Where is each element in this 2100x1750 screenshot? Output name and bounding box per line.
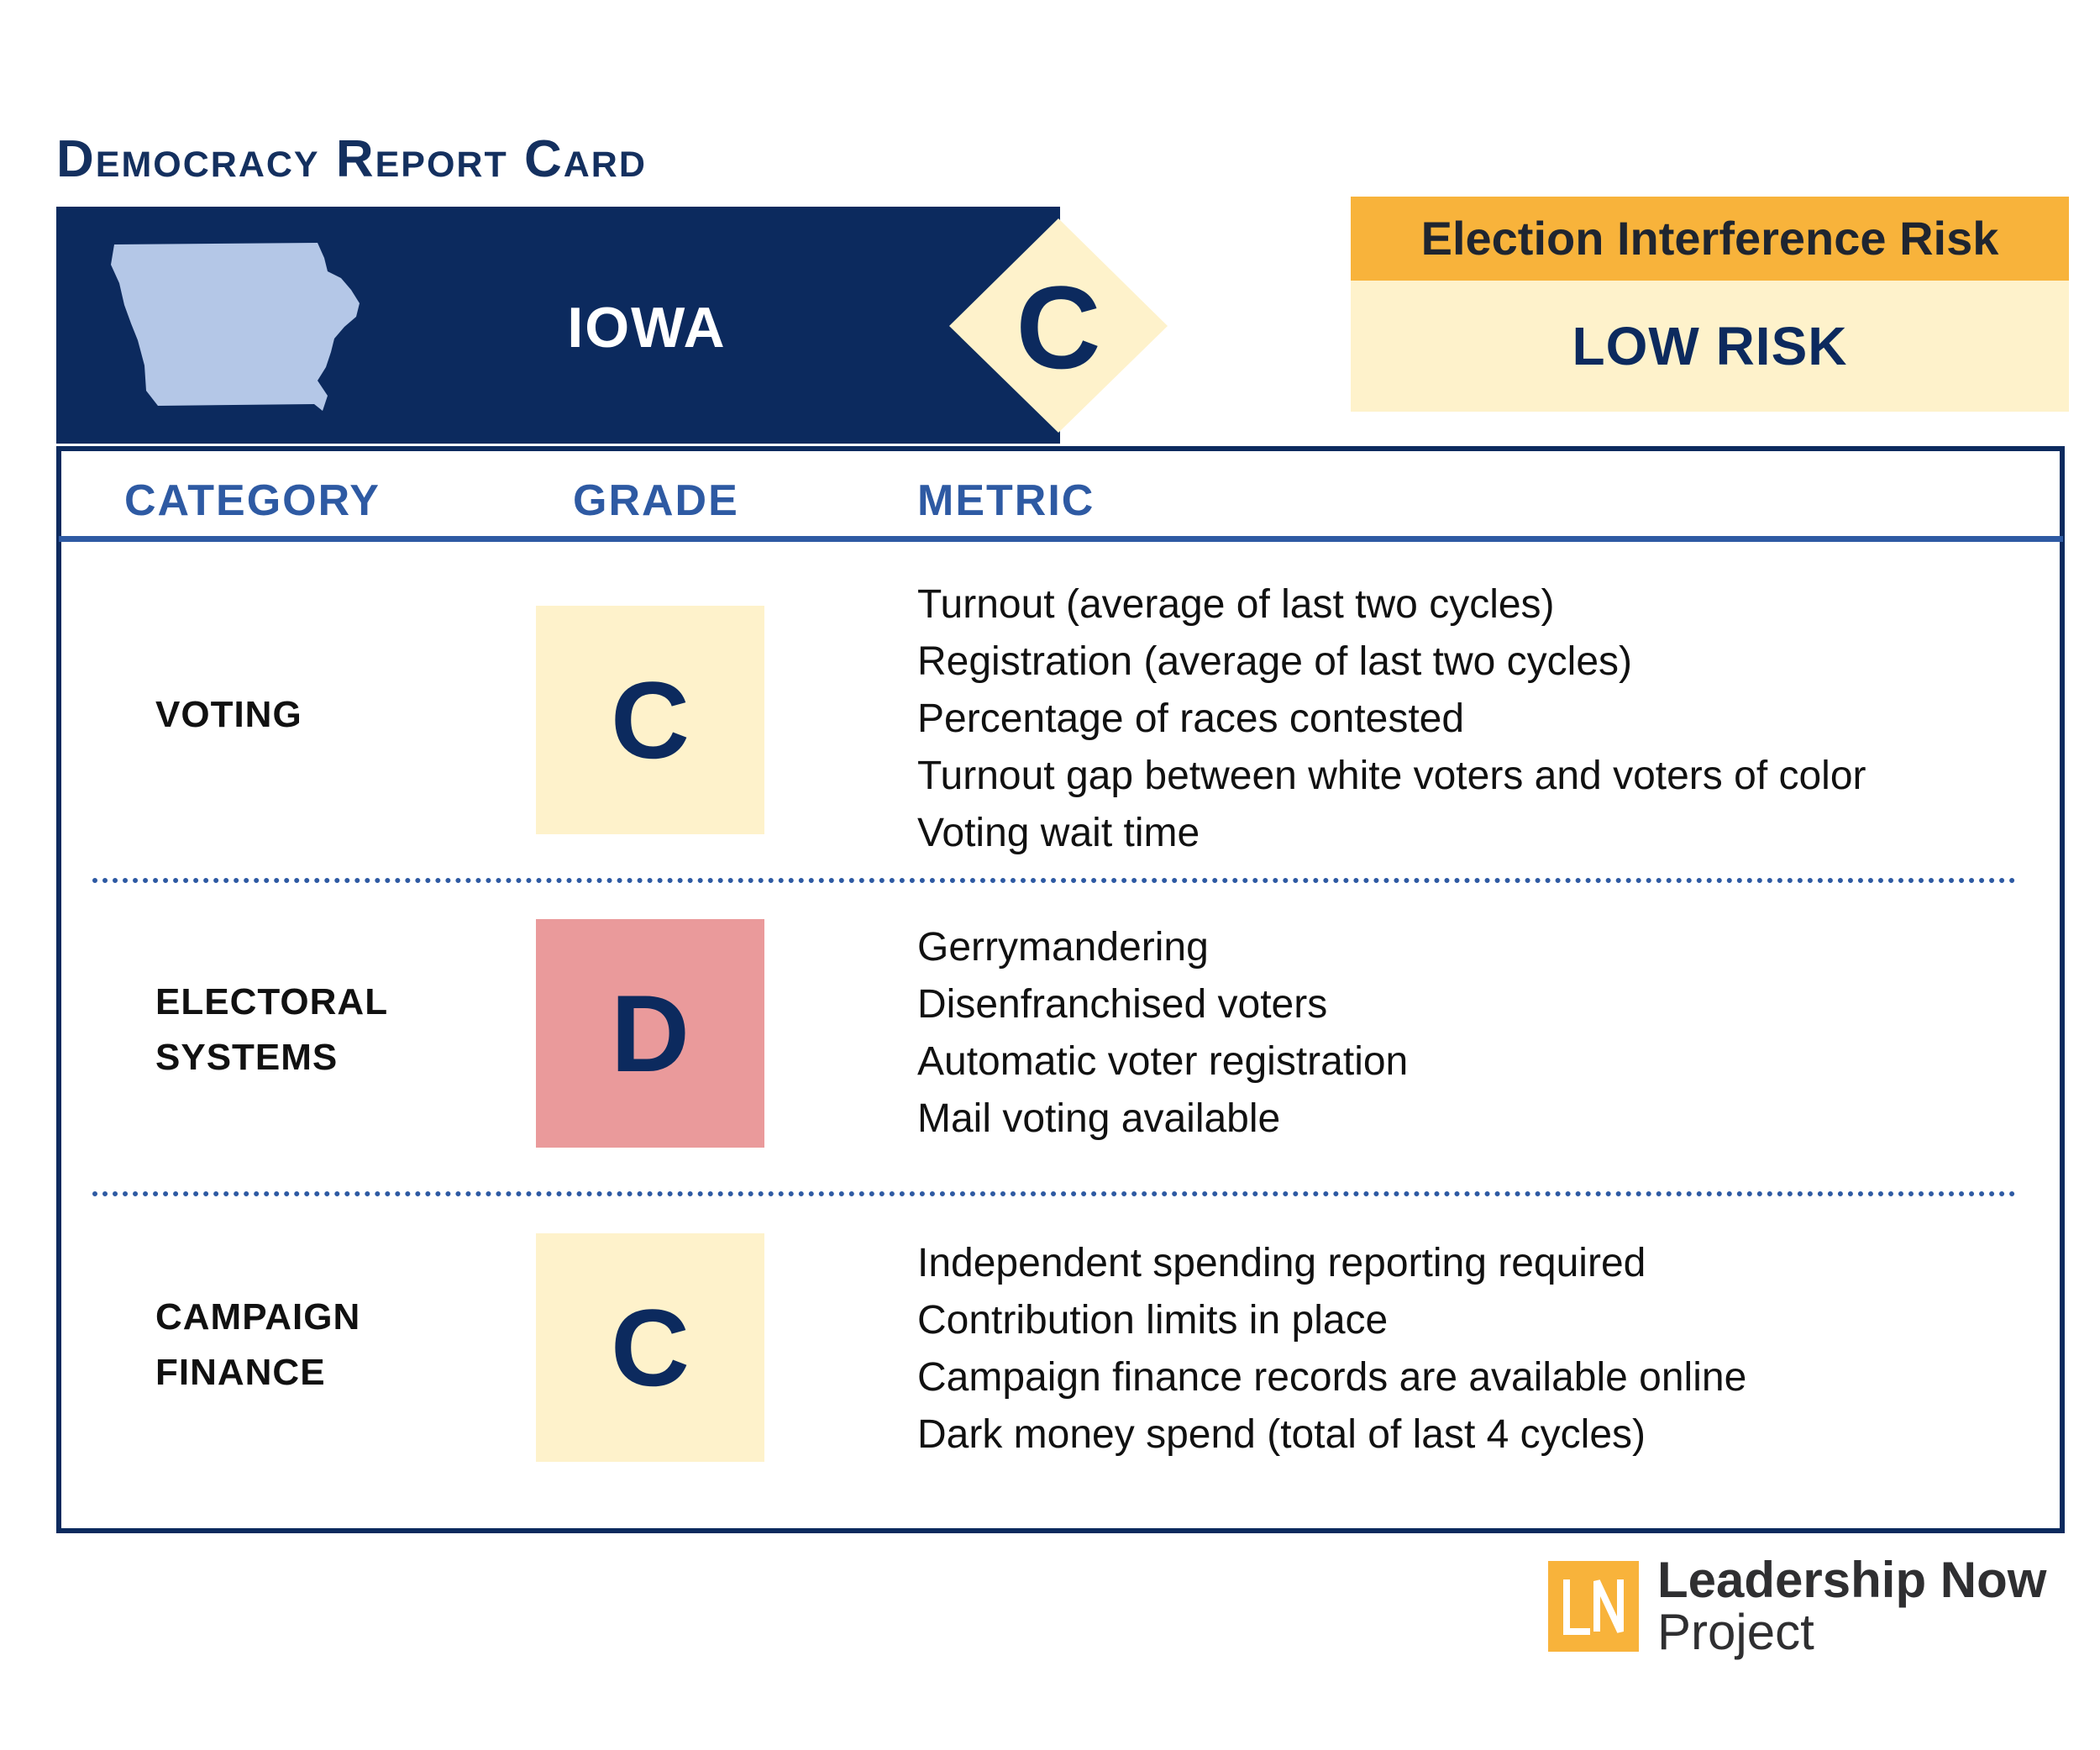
metric-item: Campaign finance records are available o… bbox=[917, 1355, 1747, 1400]
grade-badge-campaign-finance: C bbox=[536, 1233, 764, 1462]
column-header-grade: GRADE bbox=[573, 476, 739, 525]
category-label-line: FINANCE bbox=[155, 1352, 326, 1393]
metric-item: Voting wait time bbox=[917, 811, 1200, 855]
category-label-line: CAMPAIGN bbox=[155, 1296, 361, 1337]
ln-logo-icon bbox=[1548, 1561, 1639, 1652]
metric-item: Turnout gap between white voters and vot… bbox=[917, 754, 1866, 798]
metrics-list-voting: Turnout (average of last two cycles) Reg… bbox=[917, 576, 2043, 862]
metrics-list-electoral-systems: Gerrymandering Disenfranchised voters Au… bbox=[917, 919, 2043, 1148]
overall-grade-diamond bbox=[949, 218, 1168, 433]
row-divider bbox=[92, 878, 2016, 883]
logo-name: Leadership Now bbox=[1657, 1552, 2047, 1608]
metric-item: Percentage of races contested bbox=[917, 696, 1465, 741]
metric-item: Dark money spend (total of last 4 cycles… bbox=[917, 1412, 1646, 1457]
report-table bbox=[56, 446, 2065, 1533]
logo-subname: Project bbox=[1657, 1604, 1814, 1660]
page-title: Democracy Report Card bbox=[56, 130, 647, 188]
category-label-line: VOTING bbox=[155, 694, 302, 735]
row-divider bbox=[92, 1191, 2016, 1196]
overall-grade: C bbox=[1016, 261, 1101, 393]
metric-item: Turnout (average of last two cycles) bbox=[917, 582, 1555, 627]
metric-item: Disenfranchised voters bbox=[917, 982, 1328, 1027]
grade-badge-voting: C bbox=[536, 606, 764, 834]
metric-item: Automatic voter registration bbox=[917, 1039, 1409, 1084]
category-label-line: SYSTEMS bbox=[155, 1037, 339, 1078]
category-label-line: ELECTORAL bbox=[155, 981, 389, 1022]
metrics-list-campaign-finance: Independent spending reporting required … bbox=[917, 1235, 2043, 1464]
metric-item: Independent spending reporting required bbox=[917, 1241, 1646, 1285]
risk-level: LOW RISK bbox=[1351, 281, 2069, 412]
iowa-map-icon bbox=[111, 243, 360, 411]
column-header-metric: METRIC bbox=[917, 476, 1095, 525]
category-campaign-finance: CAMPAIGN FINANCE bbox=[155, 1290, 491, 1401]
risk-label: Election Interference Risk bbox=[1351, 197, 2069, 281]
metric-item: Mail voting available bbox=[917, 1096, 1281, 1141]
header-divider bbox=[59, 536, 2063, 542]
grade-badge-electoral-systems: D bbox=[536, 919, 764, 1148]
metric-item: Contribution limits in place bbox=[917, 1298, 1389, 1343]
metric-item: Registration (average of last two cycles… bbox=[917, 639, 1633, 684]
column-header-category: CATEGORY bbox=[124, 476, 381, 525]
metric-item: Gerrymandering bbox=[917, 925, 1209, 970]
state-name: IOWA bbox=[567, 296, 727, 360]
category-electoral-systems: ELECTORAL SYSTEMS bbox=[155, 975, 491, 1085]
category-voting: VOTING bbox=[155, 687, 491, 743]
